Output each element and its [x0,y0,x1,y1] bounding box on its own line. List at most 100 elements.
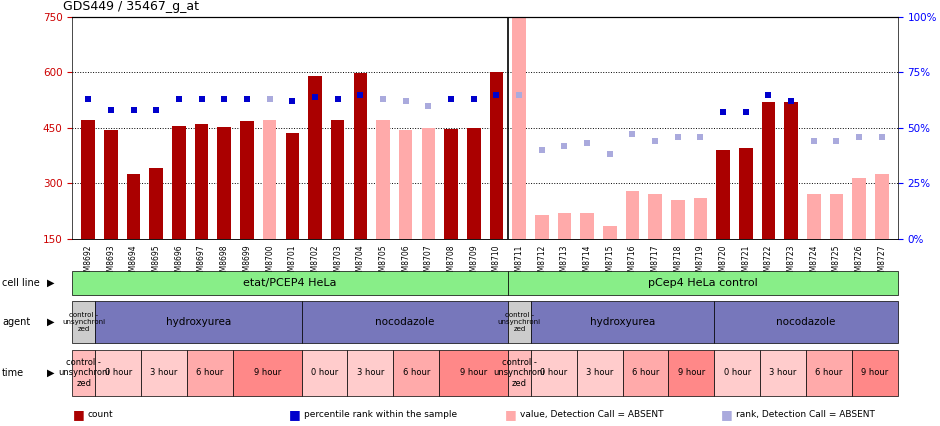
Bar [302,301,508,343]
Bar [535,215,549,239]
Text: 6 hour: 6 hour [815,368,842,377]
Text: control -
unsynchroni
zed: control - unsynchroni zed [62,312,105,331]
Bar [830,194,843,239]
Text: 9 hour: 9 hour [254,368,281,377]
Text: 3 hour: 3 hour [356,368,384,377]
Text: etat/PCEP4 HeLa: etat/PCEP4 HeLa [243,278,337,288]
Text: 0 hour: 0 hour [104,368,132,377]
Bar [508,350,531,396]
Text: 6 hour: 6 hour [402,368,430,377]
Text: ▶: ▶ [47,368,55,378]
Bar [348,350,393,396]
Bar [95,350,141,396]
Bar [141,350,187,396]
Bar [531,350,577,396]
Text: 3 hour: 3 hour [769,368,797,377]
Bar [557,213,572,239]
Text: 0 hour: 0 hour [540,368,568,377]
Text: 9 hour: 9 hour [678,368,705,377]
Bar [875,174,888,239]
Bar [187,350,233,396]
Bar [195,124,209,239]
Bar [72,301,95,343]
Text: cell line: cell line [2,278,39,288]
Bar [852,350,898,396]
Text: GDS449 / 35467_g_at: GDS449 / 35467_g_at [63,0,199,13]
Bar [490,72,503,239]
Text: value, Detection Call = ABSENT: value, Detection Call = ABSENT [520,410,664,420]
Bar [761,102,776,239]
Text: ■: ■ [289,409,301,421]
Text: ▶: ▶ [47,278,55,288]
Bar [149,168,163,239]
Bar [217,127,231,239]
Text: pCep4 HeLa control: pCep4 HeLa control [648,278,758,288]
Bar [714,350,760,396]
Text: control -
unsynchroni
zed: control - unsynchroni zed [498,312,541,331]
Bar [445,129,458,239]
Bar [72,350,95,396]
Bar [467,128,480,239]
Text: control -
unsynchroni
zed: control - unsynchroni zed [58,358,110,388]
Bar [331,121,344,239]
Bar [353,73,368,239]
Text: ■: ■ [505,409,517,421]
Bar [603,226,617,239]
Bar [714,301,898,343]
Text: 9 hour: 9 hour [460,368,487,377]
Bar [82,121,95,239]
Bar [376,121,390,239]
Text: 0 hour: 0 hour [311,368,338,377]
Bar [694,198,707,239]
Bar [302,350,348,396]
Text: hydroxyurea: hydroxyurea [590,317,655,327]
Text: 6 hour: 6 hour [632,368,659,377]
Bar [439,350,508,396]
Bar [286,133,299,239]
Bar [622,350,668,396]
Text: nocodazole: nocodazole [776,317,836,327]
Text: count: count [87,410,113,420]
Bar [393,350,439,396]
Text: agent: agent [2,317,30,327]
Bar [626,190,639,239]
Bar [72,271,508,295]
Bar [95,301,302,343]
Text: nocodazole: nocodazole [375,317,434,327]
Bar [240,121,254,239]
Bar [668,350,714,396]
Text: ■: ■ [721,409,733,421]
Bar [531,301,714,343]
Text: ■: ■ [72,409,85,421]
Text: 6 hour: 6 hour [196,368,224,377]
Bar [308,76,321,239]
Bar [508,301,531,343]
Bar [580,213,594,239]
Text: 9 hour: 9 hour [861,368,888,377]
Bar [512,17,525,239]
Text: hydroxyurea: hydroxyurea [165,317,231,327]
Bar [172,126,186,239]
Bar [806,350,852,396]
Text: time: time [2,368,24,378]
Bar [671,200,684,239]
Bar [104,130,118,239]
Bar [127,174,140,239]
Bar [263,121,276,239]
Bar [853,178,866,239]
Bar [784,102,798,239]
Bar [508,271,898,295]
Bar [399,130,413,239]
Bar [649,194,662,239]
Bar [807,194,821,239]
Bar [421,128,435,239]
Text: ▶: ▶ [47,317,55,327]
Bar [716,150,730,239]
Bar [577,350,622,396]
Text: control -
unsynchroni
zed: control - unsynchroni zed [494,358,545,388]
Bar [233,350,302,396]
Bar [760,350,806,396]
Text: 3 hour: 3 hour [150,368,178,377]
Text: percentile rank within the sample: percentile rank within the sample [304,410,457,420]
Bar [739,148,753,239]
